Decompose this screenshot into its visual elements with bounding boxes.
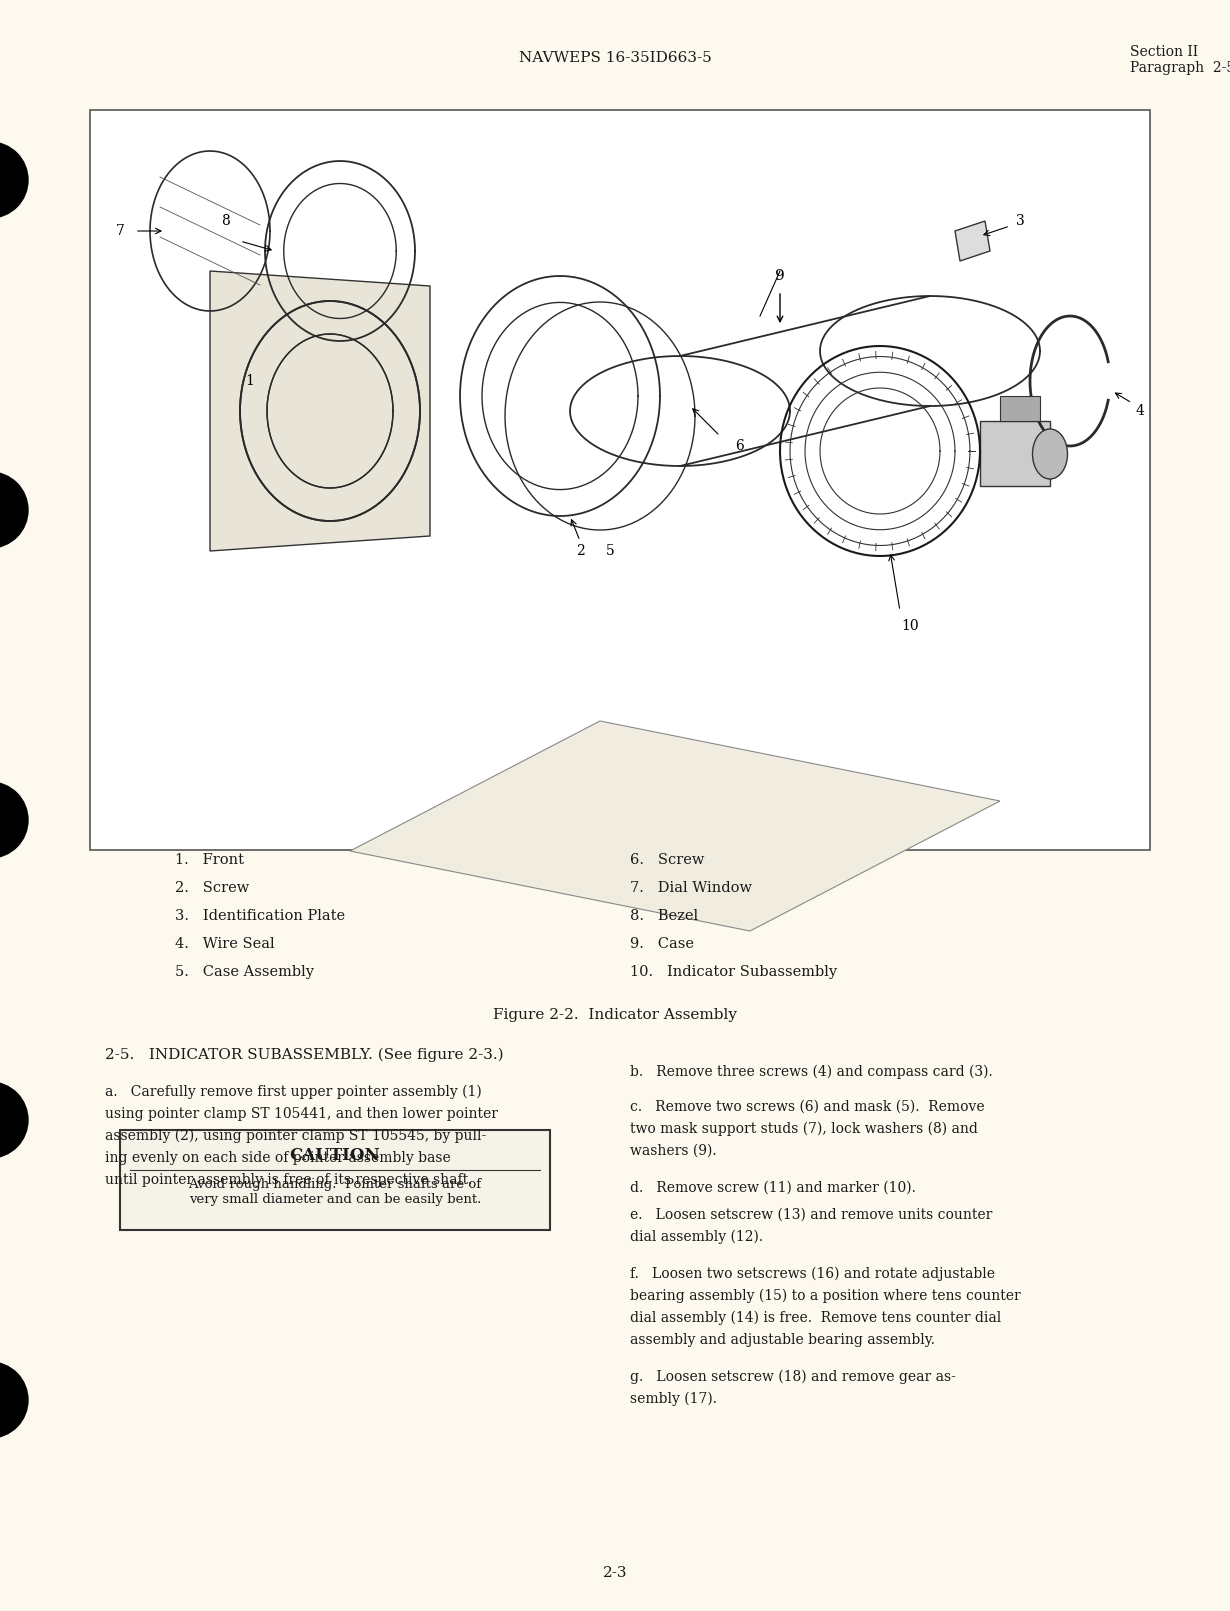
Text: 10.   Indicator Subassembly: 10. Indicator Subassembly <box>630 965 838 979</box>
Bar <box>90 110 1150 851</box>
Text: 8.   Bezel: 8. Bezel <box>630 909 699 923</box>
Text: 6: 6 <box>736 440 744 453</box>
Text: 4: 4 <box>1135 404 1144 417</box>
Text: Section II: Section II <box>1130 45 1198 60</box>
Text: Avoid rough handling.  Pointer shafts are of
very small diameter and can be easi: Avoid rough handling. Pointer shafts are… <box>188 1178 482 1207</box>
Text: 2-5.   INDICATOR SUBASSEMBLY. (See figure 2-3.): 2-5. INDICATOR SUBASSEMBLY. (See figure … <box>105 1047 503 1062</box>
Text: using pointer clamp ST 105441, and then lower pointer: using pointer clamp ST 105441, and then … <box>105 1107 498 1121</box>
Text: two mask support studs (7), lock washers (8) and: two mask support studs (7), lock washers… <box>630 1121 978 1136</box>
Text: NAVWEPS 16-35ID663-5: NAVWEPS 16-35ID663-5 <box>519 52 711 64</box>
Bar <box>980 420 1050 487</box>
Text: sembly (17).: sembly (17). <box>630 1392 717 1406</box>
Circle shape <box>0 1361 28 1439</box>
Text: 2-3: 2-3 <box>603 1566 627 1580</box>
Polygon shape <box>351 722 1000 931</box>
Text: assembly (2), using pointer clamp ST 105545, by pull-: assembly (2), using pointer clamp ST 105… <box>105 1129 486 1144</box>
Text: 2.   Screw: 2. Screw <box>175 881 250 896</box>
Text: dial assembly (12).: dial assembly (12). <box>630 1231 763 1244</box>
Text: 8: 8 <box>220 214 229 229</box>
Bar <box>1000 396 1041 420</box>
Text: until pointer assembly is free of its respective shaft.: until pointer assembly is free of its re… <box>105 1173 472 1187</box>
Text: 6.   Screw: 6. Screw <box>630 852 705 867</box>
Text: 1.   Front: 1. Front <box>175 852 244 867</box>
Circle shape <box>0 142 28 217</box>
Bar <box>121 1129 550 1231</box>
Text: b.   Remove three screws (4) and compass card (3).: b. Remove three screws (4) and compass c… <box>630 1065 993 1079</box>
Text: 9: 9 <box>775 269 785 284</box>
Text: ing evenly on each side of pointer assembly base: ing evenly on each side of pointer assem… <box>105 1150 450 1165</box>
Text: a.   Carefully remove first upper pointer assembly (1): a. Carefully remove first upper pointer … <box>105 1084 482 1099</box>
Text: washers (9).: washers (9). <box>630 1144 717 1158</box>
Text: 7.   Dial Window: 7. Dial Window <box>630 881 752 896</box>
Text: e.   Loosen setscrew (13) and remove units counter: e. Loosen setscrew (13) and remove units… <box>630 1208 993 1223</box>
Text: CAUTION: CAUTION <box>290 1147 380 1163</box>
Polygon shape <box>210 271 430 551</box>
Polygon shape <box>954 221 990 261</box>
Text: 2: 2 <box>576 545 584 557</box>
Text: Paragraph  2-5: Paragraph 2-5 <box>1130 61 1230 76</box>
Text: 3: 3 <box>1016 214 1025 229</box>
Text: 5.   Case Assembly: 5. Case Assembly <box>175 965 314 979</box>
Text: 9.   Case: 9. Case <box>630 938 694 950</box>
Text: g.   Loosen setscrew (18) and remove gear as-: g. Loosen setscrew (18) and remove gear … <box>630 1369 956 1384</box>
Circle shape <box>0 472 28 548</box>
Text: c.   Remove two screws (6) and mask (5).  Remove: c. Remove two screws (6) and mask (5). R… <box>630 1100 985 1113</box>
Text: assembly and adjustable bearing assembly.: assembly and adjustable bearing assembly… <box>630 1332 935 1347</box>
Text: 5: 5 <box>605 545 614 557</box>
Text: 10: 10 <box>902 619 919 633</box>
Text: bearing assembly (15) to a position where tens counter: bearing assembly (15) to a position wher… <box>630 1289 1021 1303</box>
Circle shape <box>0 781 28 859</box>
Text: Figure 2-2.  Indicator Assembly: Figure 2-2. Indicator Assembly <box>493 1008 737 1021</box>
Text: 1: 1 <box>246 374 255 388</box>
Text: f.   Loosen two setscrews (16) and rotate adjustable: f. Loosen two setscrews (16) and rotate … <box>630 1266 995 1281</box>
Text: d.   Remove screw (11) and marker (10).: d. Remove screw (11) and marker (10). <box>630 1181 916 1195</box>
Text: 3.   Identification Plate: 3. Identification Plate <box>175 909 346 923</box>
Ellipse shape <box>1032 429 1068 478</box>
Text: dial assembly (14) is free.  Remove tens counter dial: dial assembly (14) is free. Remove tens … <box>630 1311 1001 1326</box>
Text: 7: 7 <box>116 224 124 238</box>
Circle shape <box>0 1083 28 1158</box>
Text: 4.   Wire Seal: 4. Wire Seal <box>175 938 274 950</box>
